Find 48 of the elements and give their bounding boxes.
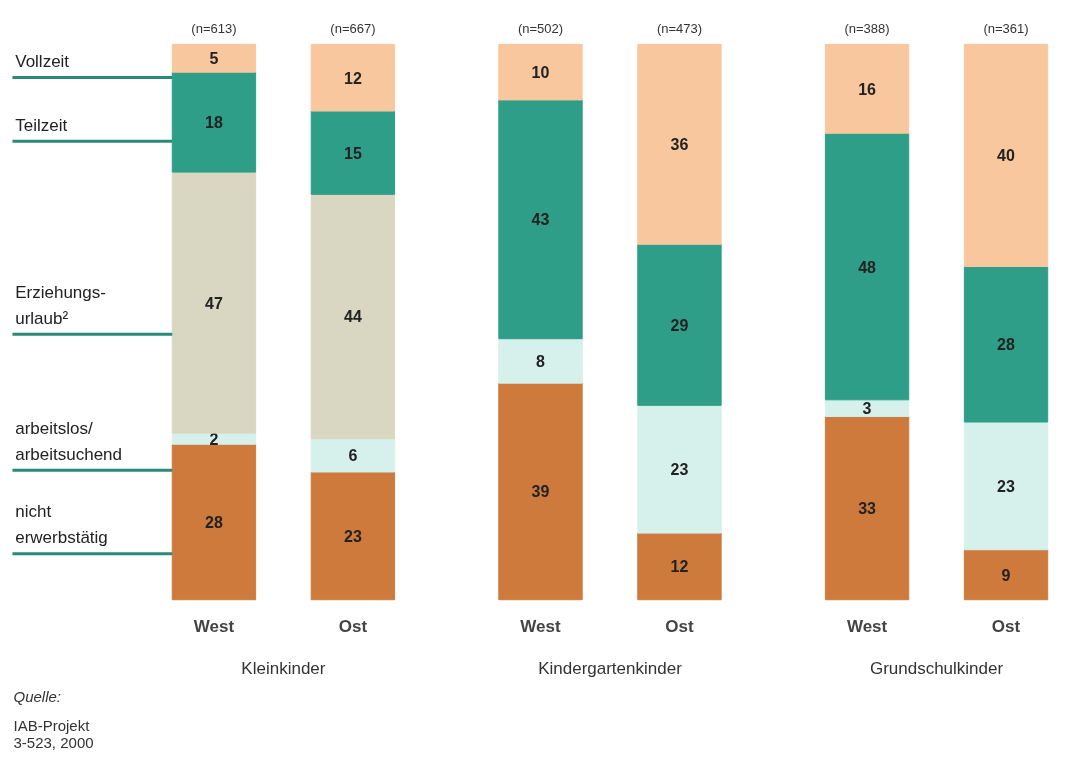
data-label: 2 — [209, 430, 219, 448]
data-label: 23 — [344, 527, 362, 545]
data-label: 12 — [670, 558, 689, 576]
data-label: 6 — [348, 447, 358, 465]
data-label: 47 — [205, 294, 223, 312]
text: nicht erwerbstätig — [15, 502, 108, 547]
data-label: 23 — [997, 477, 1016, 495]
source-note: Quelle: — [13, 687, 62, 705]
data-label: 9 — [1001, 566, 1011, 584]
data-label: 28 — [205, 513, 223, 531]
text: (n=361) — [983, 21, 1029, 37]
x-tick-label: Ost — [991, 616, 1021, 636]
data-label: 29 — [670, 316, 689, 334]
data-label: 5 — [209, 50, 219, 68]
text: Vollzeit — [15, 51, 70, 71]
data-label: 28 — [997, 336, 1016, 354]
text: (n=388) — [844, 21, 890, 37]
data-label: 10 — [531, 64, 550, 82]
text: Teilzeit — [15, 115, 68, 135]
data-label: 18 — [205, 114, 223, 132]
x-tick-label: Ost — [665, 616, 694, 636]
text: (n=502) — [517, 21, 564, 37]
text: arbeitslos/ arbeitsuchend — [15, 419, 123, 464]
data-label: 39 — [531, 483, 550, 501]
text: Kleinkinder — [241, 658, 326, 678]
text: Grundschulkinder — [869, 658, 1004, 678]
data-label: 36 — [670, 136, 689, 154]
data-label: 12 — [344, 69, 362, 87]
x-tick-label: West — [520, 616, 561, 636]
data-label: 48 — [858, 258, 877, 276]
data-label: 23 — [670, 461, 689, 479]
data-label: 40 — [997, 147, 1016, 165]
data-label: 8 — [536, 352, 546, 370]
data-label: 15 — [344, 144, 362, 162]
data-label: 16 — [858, 80, 877, 98]
text: Kindergartenkinder — [538, 658, 683, 678]
x-tick-label: West — [846, 616, 888, 636]
text: Erziehungs- urlaub² — [15, 282, 106, 328]
data-label: 3 — [862, 400, 872, 418]
text: (n=473) — [656, 21, 703, 37]
data-label: 43 — [531, 211, 550, 229]
text: IAB-Projekt 3-523, 2000 — [13, 716, 94, 751]
x-tick-label: Ost — [338, 616, 368, 636]
text: (n=613) — [191, 21, 237, 37]
data-label: 44 — [344, 308, 362, 326]
data-label: 33 — [858, 500, 877, 518]
x-tick-label: West — [193, 616, 235, 636]
text: (n=667) — [330, 21, 376, 37]
